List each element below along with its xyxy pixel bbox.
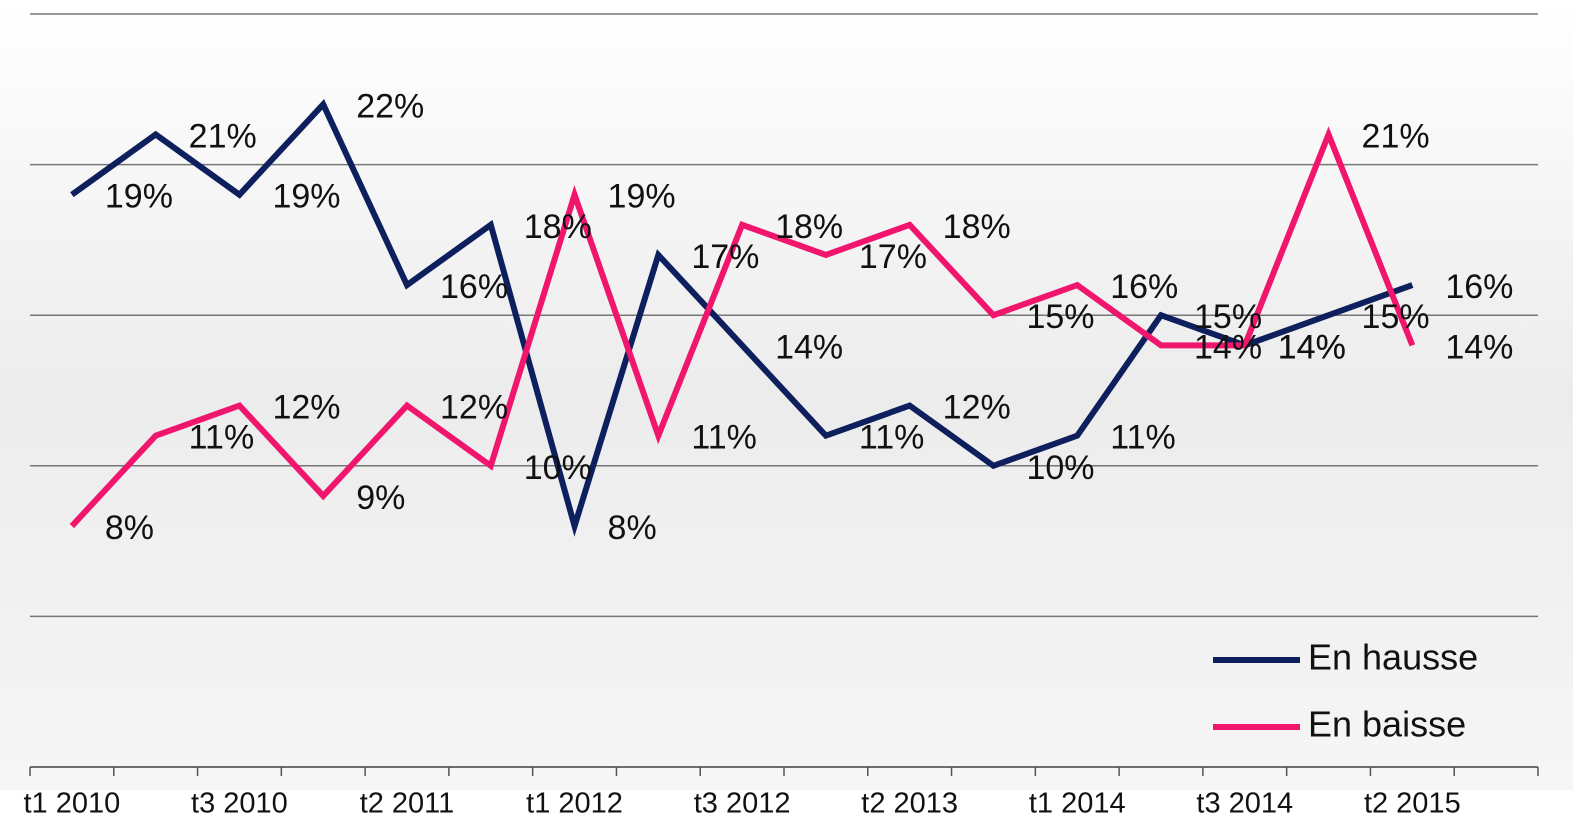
data-label: 16% — [440, 268, 508, 306]
data-label: 17% — [691, 238, 759, 276]
x-tick-label: t2 2013 — [861, 788, 958, 820]
data-label: 14% — [1278, 328, 1346, 366]
data-label: 19% — [608, 178, 676, 216]
data-label: 14% — [1278, 328, 1346, 366]
data-label: 16% — [1110, 268, 1178, 306]
series-line — [70, 99, 1414, 537]
data-label: 10% — [1026, 449, 1094, 487]
data-label: 18% — [943, 208, 1011, 246]
x-tick-label: t2 2015 — [1364, 788, 1461, 820]
data-label: 15% — [1026, 298, 1094, 336]
data-label: 11% — [189, 419, 255, 457]
data-label: 22% — [356, 87, 424, 125]
legend-label: En hausse — [1308, 637, 1478, 678]
data-label: 10% — [524, 449, 592, 487]
data-label: 9% — [356, 479, 405, 517]
data-label: 16% — [1445, 268, 1513, 306]
x-tick-label: t3 2014 — [1196, 788, 1293, 820]
series-line — [69, 126, 1416, 529]
data-label: 18% — [524, 208, 592, 246]
data-label: 14% — [1445, 328, 1513, 366]
data-label: 15% — [1194, 298, 1262, 336]
data-label: 17% — [859, 238, 927, 276]
x-tick-label: t1 2010 — [24, 788, 121, 820]
data-label: 14% — [1194, 328, 1262, 366]
x-tick-label: t2 2011 — [360, 788, 455, 820]
data-label: 14% — [775, 328, 843, 366]
data-label: 18% — [775, 208, 843, 246]
x-tick-label: t3 2012 — [694, 788, 791, 820]
data-label: 12% — [440, 389, 508, 427]
data-label: 19% — [105, 178, 173, 216]
data-label: 8% — [105, 509, 154, 547]
data-label: 12% — [272, 389, 340, 427]
x-tick-label: t3 2010 — [191, 788, 288, 820]
data-label: 21% — [1362, 117, 1430, 155]
data-label: 21% — [189, 117, 257, 155]
x-tick-label: t1 2012 — [526, 788, 623, 820]
data-label: 8% — [608, 509, 657, 547]
legend-label: En baisse — [1308, 704, 1466, 745]
data-label: 11% — [1110, 419, 1176, 457]
data-label: 12% — [943, 389, 1011, 427]
x-tick-label: t1 2014 — [1029, 788, 1126, 820]
data-label: 19% — [272, 178, 340, 216]
data-label: 15% — [1362, 298, 1430, 336]
data-label: 11% — [691, 419, 757, 457]
data-label: 11% — [859, 419, 925, 457]
